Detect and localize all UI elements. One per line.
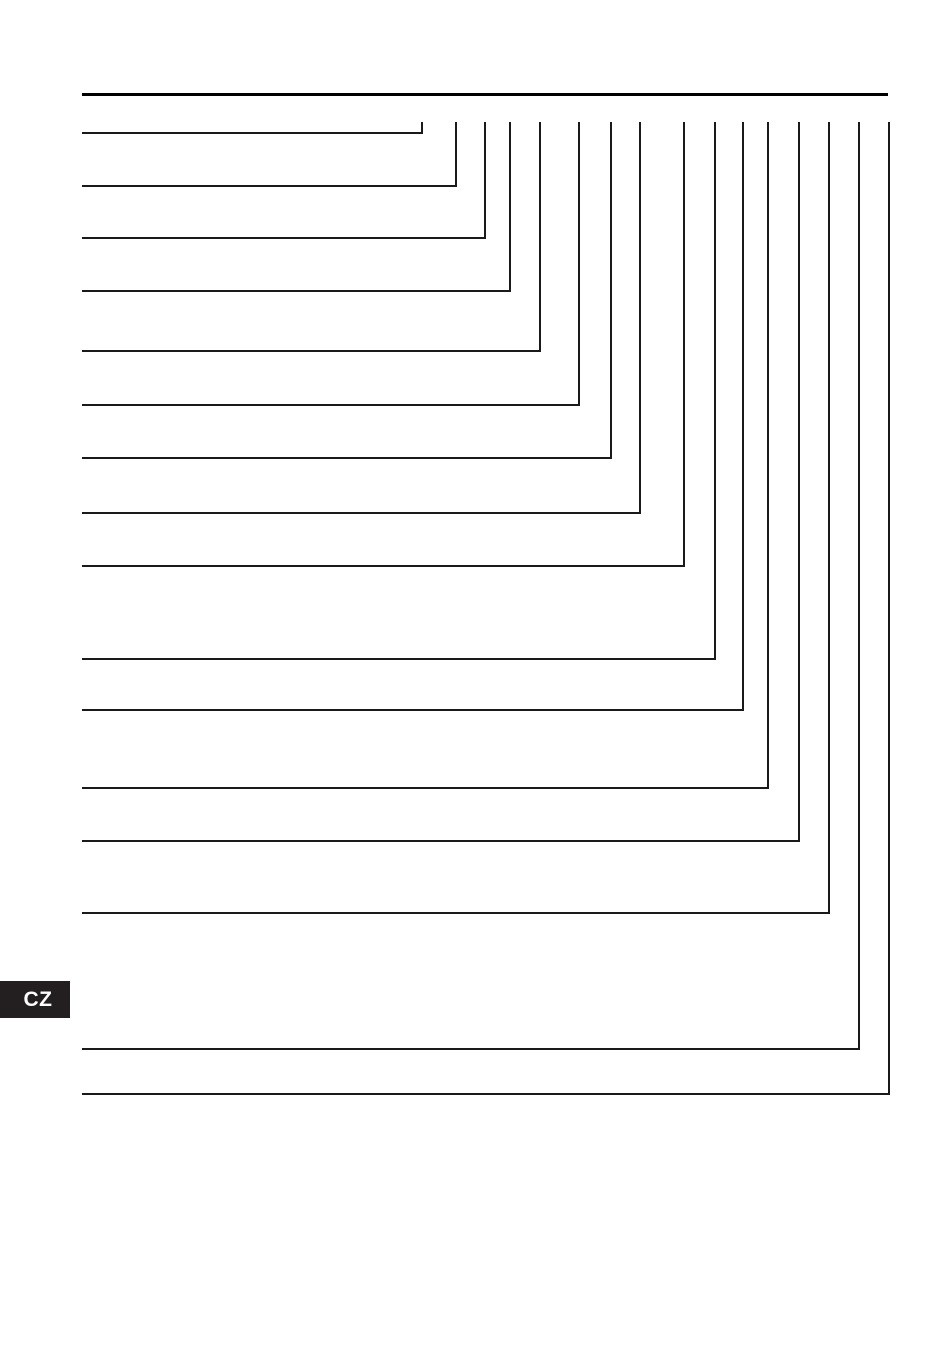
toc-entry-riser-rule (509, 122, 511, 292)
toc-entry-leader-rule (82, 565, 683, 567)
toc-entry-leader-rule (82, 457, 610, 459)
toc-entry-leader-rule (82, 1048, 858, 1050)
toc-entry-riser-rule (455, 122, 457, 187)
toc-entry-riser-rule (828, 122, 830, 914)
toc-entry-riser-rule (578, 122, 580, 406)
toc-entry-riser-rule (539, 122, 541, 352)
toc-entry-leader-rule (82, 787, 767, 789)
header-rule (82, 93, 888, 96)
language-badge-cz: CZ (0, 981, 70, 1018)
toc-entry-riser-rule (714, 122, 716, 660)
toc-entry-leader-rule (82, 1093, 888, 1095)
toc-entry-leader-rule (82, 132, 421, 134)
toc-entry-riser-rule (767, 122, 769, 789)
toc-entry-riser-rule (610, 122, 612, 459)
toc-entry-leader-rule (82, 658, 714, 660)
toc-entry-leader-rule (82, 404, 578, 406)
toc-entry-riser-rule (888, 122, 890, 1095)
toc-entry-leader-rule (82, 912, 828, 914)
toc-entry-riser-rule (639, 122, 641, 514)
toc-entry-leader-rule (82, 290, 509, 292)
toc-entry-leader-rule (82, 350, 539, 352)
toc-entry-leader-rule (82, 840, 798, 842)
toc-entry-riser-rule (421, 122, 423, 134)
language-badge-label: CZ (23, 987, 53, 1011)
toc-entry-riser-rule (798, 122, 800, 842)
toc-entry-riser-rule (484, 122, 486, 239)
toc-entry-riser-rule (858, 122, 860, 1050)
toc-entry-leader-rule (82, 237, 484, 239)
toc-entry-leader-rule (82, 709, 742, 711)
toc-entry-riser-rule (683, 122, 685, 567)
toc-entry-leader-rule (82, 185, 455, 187)
toc-entry-leader-rule (82, 512, 639, 514)
toc-entry-riser-rule (742, 122, 744, 711)
